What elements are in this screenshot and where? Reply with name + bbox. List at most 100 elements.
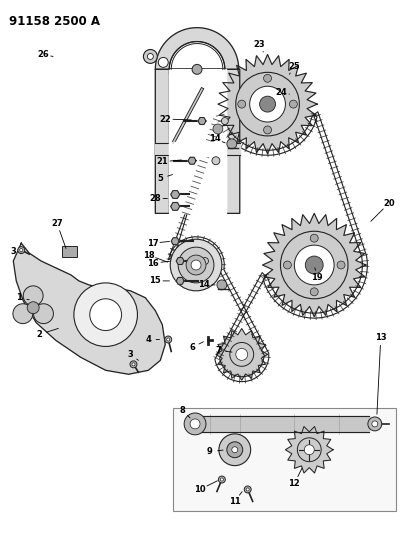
Circle shape bbox=[178, 247, 213, 283]
Text: 23: 23 bbox=[253, 40, 265, 49]
Circle shape bbox=[90, 299, 121, 330]
Text: 19: 19 bbox=[311, 273, 322, 282]
Polygon shape bbox=[176, 257, 184, 264]
Circle shape bbox=[184, 413, 205, 435]
Circle shape bbox=[34, 304, 53, 324]
Circle shape bbox=[235, 349, 247, 360]
Circle shape bbox=[244, 486, 251, 493]
Circle shape bbox=[226, 139, 236, 149]
Circle shape bbox=[170, 239, 221, 291]
Circle shape bbox=[143, 50, 157, 63]
Circle shape bbox=[218, 476, 225, 483]
Circle shape bbox=[164, 336, 171, 343]
Circle shape bbox=[309, 288, 318, 296]
Text: 3: 3 bbox=[11, 247, 16, 256]
Polygon shape bbox=[285, 426, 332, 473]
Polygon shape bbox=[13, 243, 165, 374]
Circle shape bbox=[304, 445, 313, 455]
Circle shape bbox=[192, 64, 202, 74]
Circle shape bbox=[211, 157, 220, 165]
Polygon shape bbox=[262, 213, 365, 317]
Circle shape bbox=[218, 434, 250, 466]
Circle shape bbox=[201, 257, 208, 264]
Circle shape bbox=[23, 286, 43, 306]
Circle shape bbox=[229, 343, 253, 366]
Text: 27: 27 bbox=[51, 219, 63, 228]
Polygon shape bbox=[155, 28, 239, 213]
Polygon shape bbox=[169, 74, 225, 212]
Circle shape bbox=[19, 248, 23, 252]
Text: 22: 22 bbox=[159, 115, 171, 124]
Polygon shape bbox=[171, 238, 179, 245]
Circle shape bbox=[263, 126, 271, 134]
Polygon shape bbox=[215, 328, 267, 380]
FancyBboxPatch shape bbox=[62, 246, 77, 256]
Text: 14: 14 bbox=[198, 280, 209, 289]
Circle shape bbox=[237, 100, 245, 108]
Circle shape bbox=[212, 124, 222, 134]
Circle shape bbox=[221, 117, 228, 125]
Text: 11: 11 bbox=[228, 497, 240, 506]
Circle shape bbox=[309, 234, 318, 242]
Text: 5: 5 bbox=[157, 174, 163, 183]
Text: 17: 17 bbox=[146, 239, 158, 248]
Circle shape bbox=[166, 338, 169, 341]
Circle shape bbox=[280, 231, 347, 299]
Circle shape bbox=[18, 247, 25, 254]
Text: 18: 18 bbox=[142, 251, 154, 260]
Circle shape bbox=[336, 261, 344, 269]
Text: 3: 3 bbox=[127, 350, 133, 359]
Circle shape bbox=[27, 302, 39, 314]
Text: 2: 2 bbox=[36, 330, 42, 339]
Polygon shape bbox=[169, 69, 225, 213]
Circle shape bbox=[185, 255, 205, 275]
Circle shape bbox=[147, 53, 153, 59]
Circle shape bbox=[263, 74, 271, 82]
Polygon shape bbox=[155, 143, 239, 155]
Text: 26: 26 bbox=[37, 50, 49, 59]
Circle shape bbox=[235, 72, 298, 136]
Circle shape bbox=[191, 260, 200, 270]
Circle shape bbox=[371, 421, 377, 427]
Circle shape bbox=[283, 261, 291, 269]
Text: 6: 6 bbox=[189, 343, 194, 352]
Polygon shape bbox=[169, 142, 225, 156]
Circle shape bbox=[249, 86, 285, 122]
Circle shape bbox=[216, 280, 226, 290]
Polygon shape bbox=[217, 54, 316, 154]
Circle shape bbox=[132, 363, 135, 366]
Circle shape bbox=[190, 419, 200, 429]
Circle shape bbox=[289, 100, 296, 108]
Circle shape bbox=[245, 488, 249, 491]
Text: 10: 10 bbox=[194, 485, 205, 494]
Text: 24: 24 bbox=[275, 88, 287, 96]
Polygon shape bbox=[188, 157, 196, 164]
Text: 7: 7 bbox=[215, 346, 220, 355]
Polygon shape bbox=[170, 203, 179, 211]
Circle shape bbox=[305, 256, 322, 274]
Circle shape bbox=[158, 58, 168, 67]
Circle shape bbox=[226, 442, 242, 458]
Circle shape bbox=[296, 438, 320, 462]
Polygon shape bbox=[192, 416, 368, 432]
Text: 8: 8 bbox=[179, 406, 185, 415]
Text: 4: 4 bbox=[145, 335, 151, 344]
Circle shape bbox=[74, 283, 137, 346]
Text: 25: 25 bbox=[288, 62, 300, 71]
Circle shape bbox=[294, 245, 333, 285]
Text: 20: 20 bbox=[382, 199, 394, 208]
Text: 13: 13 bbox=[374, 333, 386, 342]
Text: 21: 21 bbox=[156, 157, 168, 166]
Text: 91158 2500 A: 91158 2500 A bbox=[9, 15, 100, 28]
Text: 14: 14 bbox=[209, 134, 220, 143]
Text: 12: 12 bbox=[288, 479, 300, 488]
Polygon shape bbox=[198, 118, 205, 124]
FancyBboxPatch shape bbox=[173, 408, 395, 511]
Polygon shape bbox=[176, 278, 184, 284]
Circle shape bbox=[13, 304, 33, 324]
Text: 9: 9 bbox=[207, 447, 212, 456]
Text: 16: 16 bbox=[147, 259, 159, 268]
Circle shape bbox=[231, 447, 237, 453]
Circle shape bbox=[130, 361, 136, 368]
Circle shape bbox=[367, 417, 381, 431]
